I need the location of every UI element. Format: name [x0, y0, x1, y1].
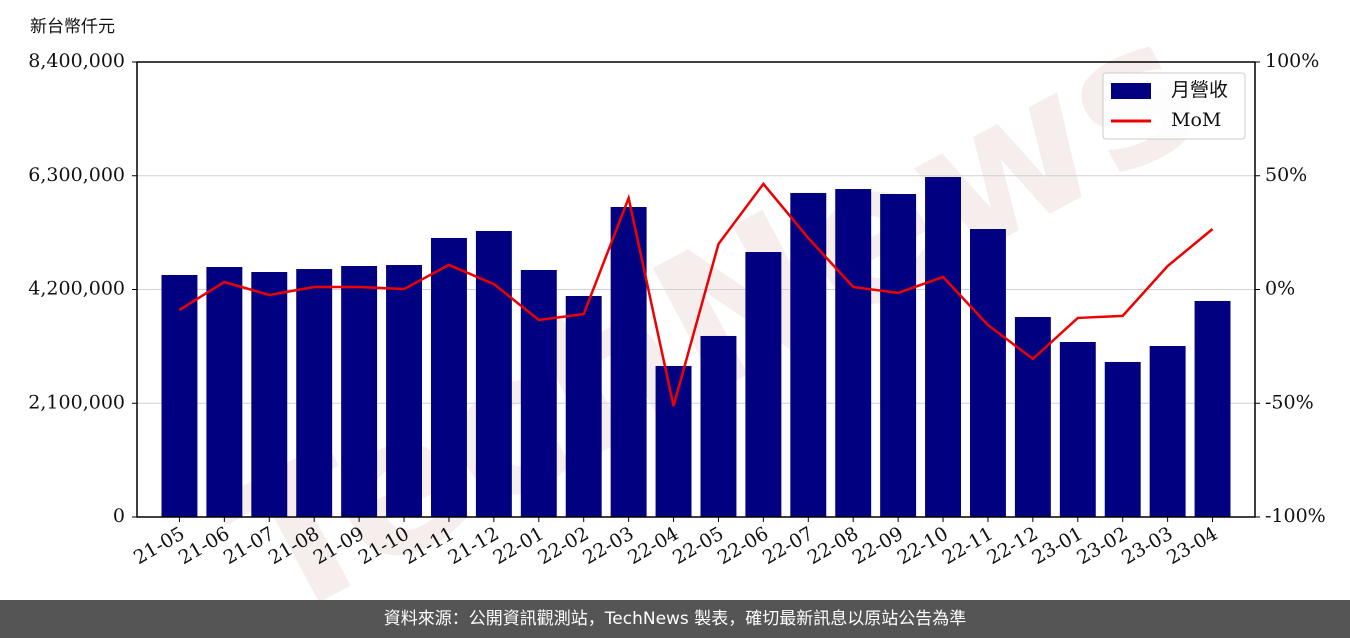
x-tick-label: 23-01 — [1028, 523, 1086, 569]
x-tick-label: 23-04 — [1163, 523, 1221, 569]
bar — [251, 272, 288, 517]
x-tick-label: 23-02 — [1073, 523, 1131, 569]
bar — [745, 252, 782, 517]
bar — [430, 237, 467, 518]
bar — [655, 365, 692, 517]
footer: 資料來源：公開資訊觀測站，TechNews 製表，確切最新訊息以原站公告為準 — [384, 609, 966, 629]
y-tick-label: 6,300,000 — [28, 164, 125, 186]
bar — [880, 194, 917, 518]
y2-tick-label: 0% — [1265, 278, 1295, 300]
bar — [925, 176, 962, 517]
x-tick-label: 22-04 — [624, 523, 682, 569]
bar — [206, 267, 243, 517]
bar — [835, 189, 872, 518]
bar — [790, 192, 827, 517]
y2-tick-label: -100% — [1265, 505, 1326, 527]
x-tick-label: 22-09 — [849, 523, 907, 569]
bar — [520, 270, 557, 517]
y2-tick-label: 100% — [1265, 50, 1319, 72]
bar — [1104, 361, 1141, 517]
bar — [1059, 341, 1096, 517]
x-tick-label: 21-06 — [175, 523, 233, 569]
legend-swatch — [1111, 83, 1151, 99]
x-tick-label: 22-12 — [983, 523, 1041, 569]
x-tick-label: 22-03 — [579, 523, 637, 569]
y2-tick-label: -50% — [1265, 391, 1314, 413]
x-tick-label: 22-11 — [939, 523, 997, 569]
bar — [1149, 345, 1186, 517]
x-tick-label: 22-06 — [714, 523, 772, 569]
y-axis-label: 新台幣仟元 — [30, 17, 115, 37]
bar — [161, 274, 198, 517]
x-tick-label: 22-07 — [759, 523, 817, 569]
line — [178, 181, 1214, 407]
y-tick-label: 8,400,000 — [28, 50, 125, 72]
bar — [1194, 300, 1231, 517]
x-tick-label: 22-08 — [804, 523, 862, 569]
y-tick-label: 4,200,000 — [28, 278, 125, 300]
y2-tick-label: 50% — [1265, 164, 1307, 186]
bar — [386, 265, 423, 517]
bar — [341, 265, 378, 517]
y-tick-label: 2,100,000 — [28, 391, 125, 413]
x-tick-label: 22-05 — [669, 523, 727, 569]
legend-label: 月營收 — [1171, 79, 1228, 101]
bar — [296, 269, 333, 517]
legend-label: MoM — [1171, 109, 1221, 131]
y-tick-label: 0 — [113, 505, 125, 527]
footer-bar — [0, 600, 1350, 638]
x-tick-label: 23-03 — [1118, 523, 1176, 569]
x-tick-label: 21-05 — [130, 523, 188, 569]
x-tick-label: 22-10 — [894, 523, 952, 569]
plot-frame — [136, 61, 1256, 518]
bar — [475, 231, 512, 517]
bar — [565, 296, 602, 517]
bar — [969, 228, 1006, 517]
bar — [700, 335, 737, 517]
